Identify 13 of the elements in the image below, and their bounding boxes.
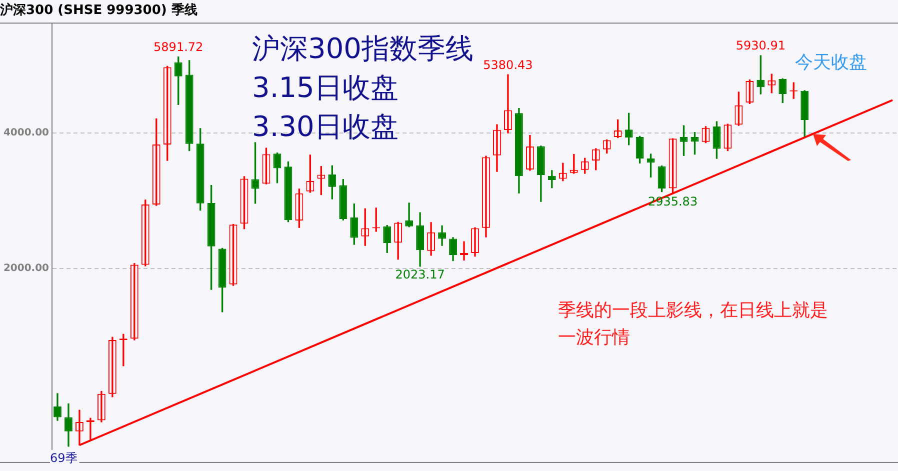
chart-title: 沪深300 (SHSE 999300) 季线 [0,2,198,18]
annotation: 5380.43 [483,58,533,72]
annotation: 69季 [50,451,78,465]
annotation: 3.30日收盘 [252,110,398,143]
annotation: 3.15日收盘 [252,71,398,104]
annotation: 2023.17 [395,268,445,282]
y-tick-label: 2000.00 [3,263,50,274]
annotation: 季线的一段上影线，在日线上就是一波行情 [558,300,828,348]
y-tick-label: 4000.00 [3,127,50,138]
annotation: 今天收盘 [795,52,867,73]
annotation: 沪深300指数季线 [252,32,474,65]
annotation: 5930.91 [736,38,786,53]
annotation: 5891.72 [154,40,204,54]
